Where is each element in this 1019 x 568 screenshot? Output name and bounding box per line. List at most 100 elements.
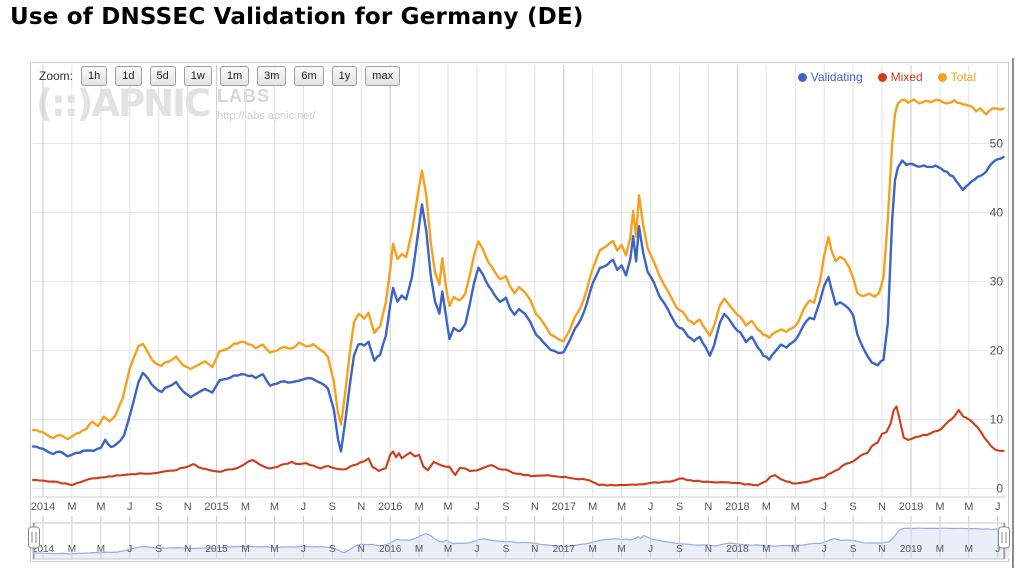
x-axis-label: M [935,501,944,513]
y-axis-label: 10 [990,413,1004,427]
navigator-handle-right[interactable] [998,526,1010,549]
zoom-button-1d[interactable]: 1d [115,66,142,86]
navigator-label: J [822,544,827,555]
series-mixed [31,405,1005,487]
navigator-label: N [184,544,191,555]
x-axis-label: M [617,501,626,513]
chart-container: (::)APNIC LABS http://labs.apnic.net/ Zo… [30,62,1009,562]
navigator-label: J [648,544,653,555]
navigator-label: N [705,544,712,555]
y-axis-label: 0 [996,482,1003,496]
navigator-label: M [965,544,973,555]
navigator-label: M [936,544,944,555]
legend: Validating Mixed Total [797,70,976,84]
legend-item-validating[interactable]: Validating [797,70,863,84]
y-axis-label: 20 [990,344,1004,358]
y-axis-label: 30 [990,275,1004,289]
x-axis-label: N [531,501,539,513]
navigator-line [34,527,1010,555]
zoom-button-1m[interactable]: 1m [219,66,250,86]
x-axis-label: N [878,501,886,513]
zoom-button-1w[interactable]: 1w [183,66,212,86]
zoom-button-6m[interactable]: 6m [294,66,324,86]
zoom-button-3m[interactable]: 3m [257,66,287,86]
x-axis-label: M [588,501,597,513]
x-axis-label: J [821,501,827,513]
zoom-buttons: 1h 1d 5d 1w 1m 3m 6m 1y max [81,66,401,86]
legend-marker-icon [797,72,807,82]
navigator-label: 2017 [553,544,576,555]
legend-marker-icon [877,72,887,82]
navigator-label: M [791,544,799,555]
zoom-button-max[interactable]: max [365,66,401,86]
x-axis-label: M [791,501,800,513]
x-axis-label: J [995,501,1001,513]
navigator-label: J [127,544,132,555]
x-axis-label: N [704,501,712,513]
legend-label: Total [950,70,976,84]
x-axis-label: S [849,501,856,513]
apnic-labs-block: LABS http://labs.apnic.net/ [217,85,315,122]
x-axis-label: J [301,501,307,513]
navigator-label: J [995,544,1000,555]
navigator-handle-left[interactable] [28,526,40,549]
x-axis-label: M [96,501,105,513]
x-axis-label: J [474,501,480,513]
x-axis-label: S [502,501,509,513]
y-axis-label: 40 [990,206,1004,220]
navigator-label: M [589,544,597,555]
zoom-button-1h[interactable]: 1h [81,66,108,86]
navigator-label: 2018 [726,544,749,555]
navigator-label: 2014 [32,544,55,555]
x-axis-label: 2014 [31,501,55,513]
navigator-label: S [329,544,336,555]
x-axis-label: 2015 [204,501,228,513]
series-total [31,98,1005,441]
x-axis-label: 2017 [552,501,576,513]
navigator-label: M [270,544,278,555]
x-axis-label: 2018 [725,501,749,513]
navigator-label: 2016 [379,544,402,555]
x-axis-label: M [443,501,452,513]
legend-item-total[interactable]: Total [937,70,976,84]
legend-label: Mixed [890,70,923,84]
legend-item-mixed[interactable]: Mixed [877,70,923,84]
x-axis-label: J [648,501,654,513]
navigator-label: J [475,544,480,555]
navigator-label: S [503,544,510,555]
x-axis-label: N [357,501,365,513]
y-axis-label: 50 [990,137,1004,151]
navigator-label: S [676,544,683,555]
navigator-label: M [444,544,452,555]
x-axis-label: M [762,501,771,513]
x-axis-label: S [676,501,683,513]
zoom-button-1y[interactable]: 1y [331,66,358,86]
x-axis-label: M [270,501,279,513]
x-axis-label: J [127,501,133,513]
navigator-label: N [531,544,538,555]
x-axis-label: S [329,501,336,513]
x-axis-label: S [155,501,162,513]
zoom-button-5d[interactable]: 5d [149,66,176,86]
apnic-labs-label: LABS [217,86,271,106]
navigator-label: M [617,544,625,555]
x-axis-label: 2016 [378,501,402,513]
x-axis-label: M [67,501,76,513]
navigator-label: M [241,544,249,555]
apnic-watermark: (::)APNIC LABS http://labs.apnic.net/ [36,85,316,122]
x-axis-label: 2019 [899,501,923,513]
zoom-label: Zoom: [39,69,74,83]
navigator-label: 2019 [900,544,923,555]
navigator-label: S [850,544,857,555]
navigator-area[interactable] [35,528,1010,559]
navigator-label: 2015 [205,544,228,555]
navigator-label: J [301,544,306,555]
zoom-toolbar: Zoom: 1h 1d 5d 1w 1m 3m 6m 1y max [39,66,401,86]
series-validating [31,155,1005,458]
navigator-label: M [68,544,76,555]
scrollbar-line [1012,58,1017,568]
navigator-label: N [878,544,885,555]
apnic-url: http://labs.apnic.net/ [217,110,316,122]
